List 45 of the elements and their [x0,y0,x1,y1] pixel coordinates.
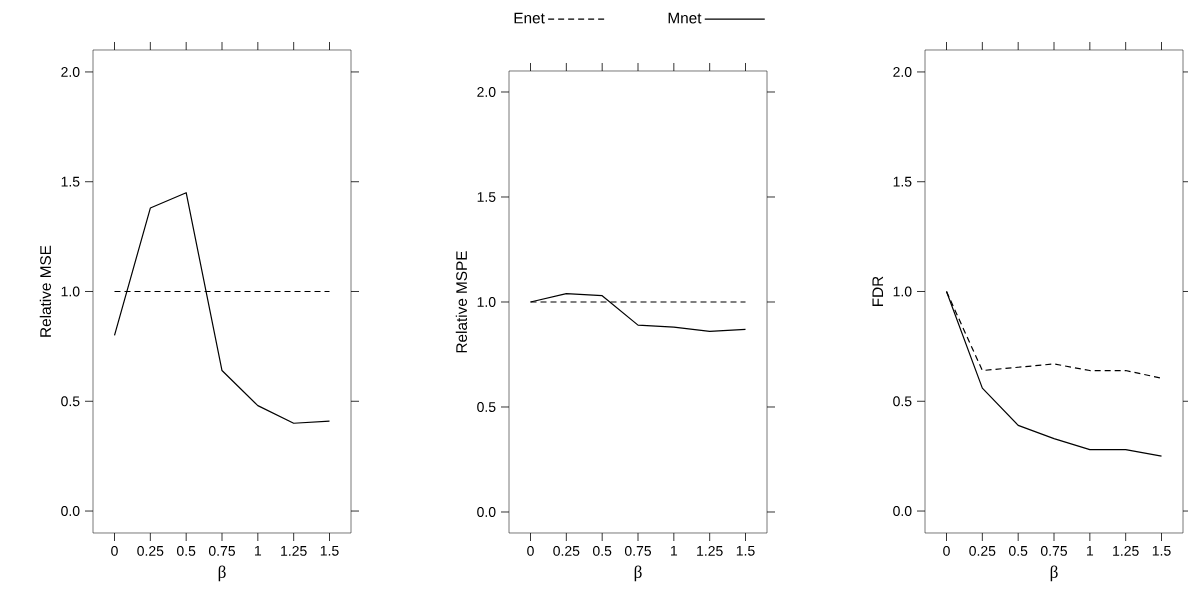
x-tick-label: 0.75 [624,545,652,556]
x-tick-label: 0 [527,545,534,556]
y-axis-title: Relative MSE [39,245,52,337]
y-tick-label: 2.0 [61,67,80,77]
y-tick-label: 2.0 [893,67,912,77]
x-tick-label: 1.25 [697,545,723,556]
x-axis-title: β [218,565,226,582]
y-tick-label: 1.0 [61,286,80,297]
y-tick-label: 0.0 [893,506,912,517]
x-axis-title: β [1050,565,1058,582]
x-axis-title: β [634,565,642,582]
x-tick-label: 0.75 [208,545,236,556]
y-tick-label: 0.5 [477,402,496,412]
y-tick-label: 1.5 [61,176,80,187]
legend-label: Enet [514,12,545,24]
y-axis-title: FDR [872,276,884,306]
x-tick-label: 1 [255,545,262,556]
y-tick-label: 0.5 [61,396,80,407]
x-tick-label: 1.5 [320,545,339,556]
y-tick-label: 0.0 [477,507,496,517]
y-tick-label: 1.0 [477,297,496,307]
y-tick-label: 0.0 [61,506,80,517]
y-axis-title: Relative MSPE [455,251,468,353]
x-tick-label: 0.25 [553,545,580,556]
line-series [113,192,331,424]
y-tick-label: 1.5 [477,192,496,202]
x-tick-label: 1.5 [736,545,755,556]
x-tick-label: 1.5 [1152,545,1171,556]
x-tick-label: 0.5 [1008,545,1028,556]
x-tick-label: 0.75 [1040,545,1068,556]
x-tick-label: 1 [1087,545,1094,556]
y-tick-label: 2.0 [477,87,496,97]
y-tick-label: 0.5 [893,396,912,407]
legend-label: Mnet [668,12,702,24]
x-tick-label: 0.25 [137,545,164,556]
x-tick-label: 0 [111,545,118,556]
x-tick-label: 1.25 [1113,545,1139,556]
x-tick-label: 1.25 [281,545,307,556]
x-tick-label: 0.5 [592,545,612,556]
x-tick-label: 0.25 [969,545,996,556]
y-tick-label: 1.5 [893,176,912,187]
x-tick-label: 1 [671,545,678,556]
x-tick-label: 0 [943,545,950,556]
x-tick-label: 0.5 [176,545,196,556]
y-tick-label: 1.0 [893,286,912,297]
